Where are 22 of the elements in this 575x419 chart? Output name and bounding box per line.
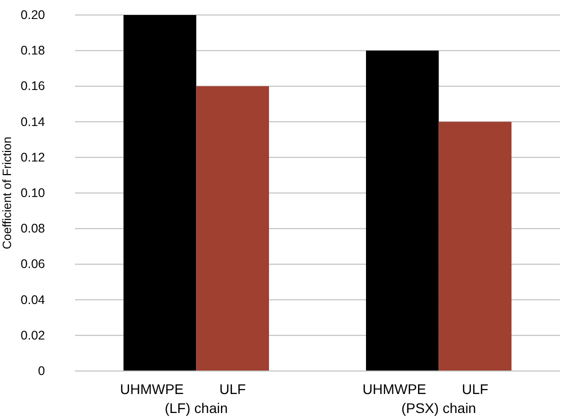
y-tick-label: 0 <box>38 364 46 378</box>
bar <box>124 15 196 371</box>
y-tick-label: 0.02 <box>20 328 46 342</box>
x-tick-label: (LF) chain <box>164 400 228 416</box>
y-tick-label: 0.20 <box>20 8 46 22</box>
y-tick-label: 0.08 <box>20 222 46 236</box>
text: ULF <box>462 381 488 397</box>
y-tick-label: 0.06 <box>20 257 46 272</box>
y-tick-label: 0.12 <box>20 150 46 164</box>
y-axis-title: Coefficient of Friction <box>0 136 14 250</box>
series-label: ULF <box>219 381 246 397</box>
y-tick-label: 0.04 <box>20 292 46 307</box>
bar <box>196 86 269 371</box>
y-tick-label: 0.14 <box>20 114 46 129</box>
y-tick-label: 0.10 <box>20 186 46 200</box>
bar <box>366 50 439 371</box>
text: UHMWPE <box>362 381 426 397</box>
bar <box>438 122 512 371</box>
y-tick-label: 0.16 <box>20 79 46 94</box>
y-tick-label: 0.18 <box>20 44 46 58</box>
series-label: UHMWPE <box>120 381 184 397</box>
x-tick-label: (PSX) chain <box>401 400 476 416</box>
